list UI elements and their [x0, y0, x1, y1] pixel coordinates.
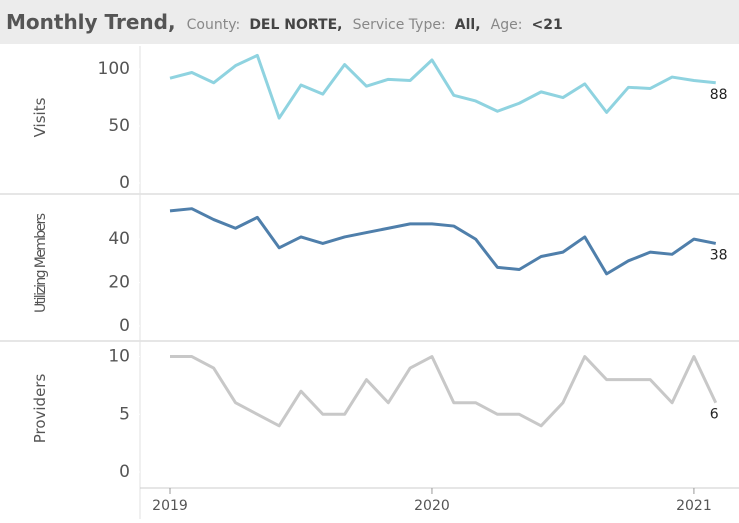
- title: Monthly Trend,: [6, 10, 176, 34]
- x-tick-label: 2020: [414, 498, 450, 514]
- header: Monthly Trend, County: DEL NORTE, Servic…: [6, 10, 563, 34]
- filter-label: County:: [187, 17, 241, 33]
- x-tick-label: 2019: [152, 498, 188, 514]
- series-line: [169, 207, 717, 276]
- x-tick-label: 2021: [676, 498, 712, 514]
- y-axis-title: Providers: [31, 374, 49, 444]
- filter-value: All,: [455, 17, 481, 33]
- y-tick-label: 20: [108, 273, 130, 293]
- y-axis-title: Visits: [31, 97, 49, 137]
- y-tick-label: 10: [108, 347, 130, 367]
- filter-value: <21: [532, 17, 563, 33]
- series-line: [170, 355, 718, 428]
- data-label: 88: [710, 87, 728, 103]
- y-tick-label: 0: [119, 173, 130, 193]
- y-tick-label: 100: [98, 59, 130, 79]
- series-line: [169, 53, 716, 120]
- y-tick-label: 50: [108, 116, 130, 136]
- data-label: 6: [710, 407, 719, 423]
- filter-label: Age:: [491, 17, 523, 33]
- data-label: 38: [710, 247, 728, 263]
- filter-label: Service Type:: [353, 17, 446, 33]
- filter-value: DEL NORTE,: [249, 17, 342, 33]
- header-bar: [0, 0, 739, 44]
- y-tick-label: 40: [108, 229, 130, 249]
- y-tick-label: 0: [119, 462, 130, 482]
- y-tick-label: 0: [119, 316, 130, 336]
- y-axis-title: Utilizing Members: [33, 213, 49, 313]
- y-tick-label: 5: [119, 404, 130, 424]
